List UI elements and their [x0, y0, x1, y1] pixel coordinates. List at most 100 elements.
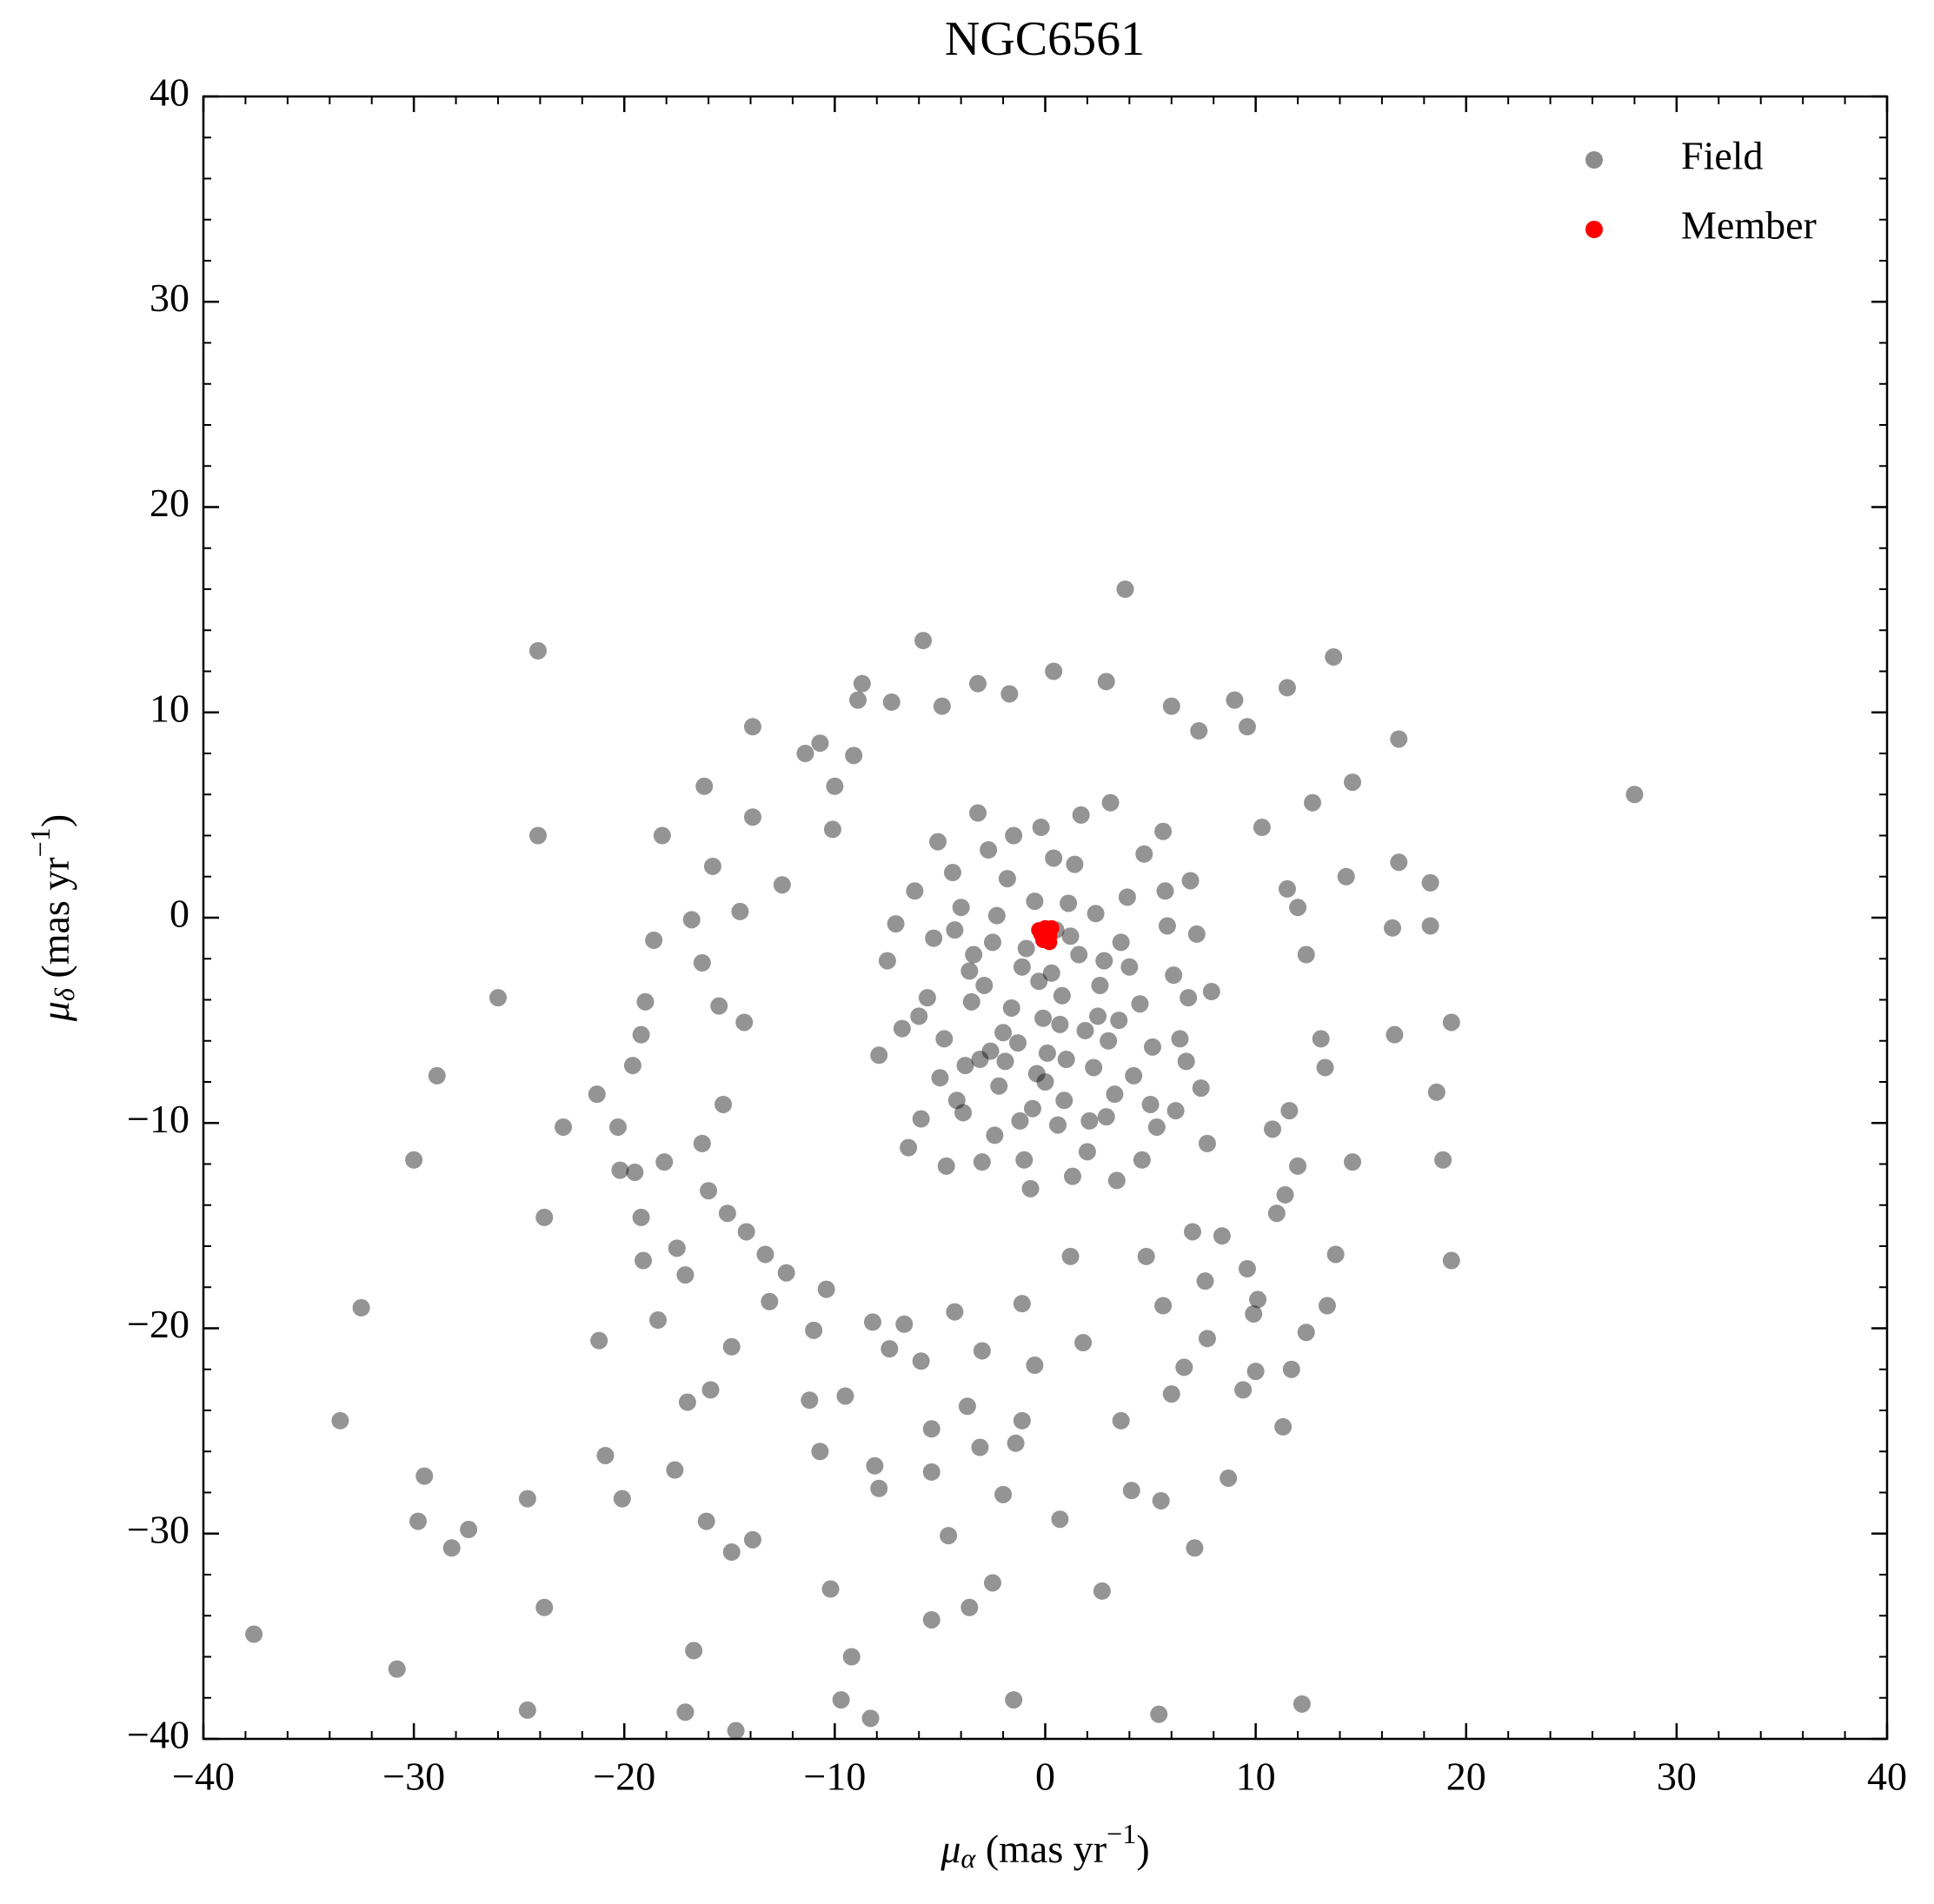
point — [1076, 1021, 1094, 1039]
point — [1278, 679, 1296, 697]
point — [983, 1574, 1001, 1592]
point — [882, 693, 901, 711]
y-axis-label-part: ) — [33, 814, 77, 827]
point — [1021, 1179, 1040, 1197]
point — [682, 911, 701, 929]
point — [415, 1467, 434, 1485]
x-tick-label: 30 — [1657, 1755, 1697, 1799]
y-tick-label: −30 — [127, 1507, 189, 1551]
point — [981, 1042, 1000, 1060]
x-tick-label: 40 — [1867, 1755, 1907, 1799]
point — [1002, 998, 1020, 1017]
point — [555, 1118, 573, 1136]
point — [1112, 933, 1130, 952]
point — [1253, 819, 1271, 837]
point — [1030, 972, 1048, 991]
point — [937, 1157, 955, 1175]
point — [1213, 1227, 1231, 1245]
plot-area — [245, 580, 1644, 1740]
point — [933, 697, 951, 715]
point — [488, 989, 507, 1007]
point — [1106, 1085, 1124, 1104]
point — [1337, 867, 1355, 886]
point — [1192, 1079, 1210, 1098]
point — [1005, 1691, 1023, 1709]
point — [1289, 1157, 1307, 1175]
point — [1060, 894, 1078, 912]
point — [1097, 1108, 1115, 1126]
point — [1166, 1102, 1185, 1120]
point — [1141, 1095, 1160, 1113]
point — [678, 1393, 696, 1411]
point — [1061, 927, 1080, 945]
point — [1036, 1073, 1054, 1091]
point — [1344, 773, 1362, 792]
point — [1053, 986, 1071, 1005]
point — [836, 1387, 854, 1405]
point — [1093, 1582, 1111, 1600]
point — [1147, 1118, 1166, 1136]
point — [1245, 1304, 1263, 1323]
point — [895, 1315, 914, 1333]
point — [648, 1311, 667, 1330]
point — [632, 1208, 650, 1226]
point — [1023, 1099, 1041, 1118]
point — [735, 1013, 754, 1032]
point — [821, 1580, 840, 1598]
point — [1027, 1065, 1046, 1083]
y-axis-label-part: δ — [49, 987, 80, 1001]
point — [666, 1461, 684, 1479]
point — [1041, 934, 1058, 951]
point — [1154, 822, 1173, 840]
point — [676, 1703, 695, 1722]
point — [693, 1134, 711, 1152]
point — [969, 674, 987, 693]
point — [1156, 882, 1174, 900]
point — [1100, 1032, 1118, 1050]
point — [1049, 1116, 1067, 1134]
y-axis-label: μδ (mas yr−1) — [24, 814, 80, 1022]
point — [845, 746, 863, 765]
point — [1234, 1381, 1253, 1399]
point — [697, 1512, 715, 1530]
point — [1276, 1185, 1294, 1204]
point — [1031, 922, 1047, 939]
point — [914, 632, 933, 650]
x-tick-label: −30 — [382, 1755, 445, 1799]
point — [1297, 1324, 1315, 1342]
point — [994, 1485, 1013, 1503]
point — [1042, 964, 1060, 982]
point — [960, 962, 979, 980]
point — [645, 931, 663, 949]
point — [611, 1161, 629, 1179]
point — [700, 1182, 718, 1200]
point — [1055, 1091, 1073, 1110]
point — [998, 870, 1016, 888]
point — [1274, 1417, 1293, 1436]
point — [1312, 1030, 1330, 1048]
point — [388, 1660, 406, 1678]
x-axis-label-part: μ — [940, 1827, 960, 1871]
point — [1280, 1102, 1299, 1120]
point — [1625, 786, 1644, 804]
point — [653, 826, 671, 845]
point — [1293, 1695, 1311, 1713]
point — [1072, 806, 1090, 824]
point — [1051, 1510, 1069, 1529]
x-tick-label: 20 — [1446, 1755, 1486, 1799]
point — [1442, 1251, 1460, 1270]
point — [1091, 976, 1109, 994]
point — [409, 1512, 427, 1530]
point — [912, 1352, 930, 1370]
point — [626, 1163, 644, 1181]
point — [832, 1691, 850, 1709]
point — [1326, 1245, 1345, 1264]
point — [1085, 1058, 1103, 1077]
point — [805, 1321, 823, 1339]
x-tick-label: 10 — [1236, 1755, 1276, 1799]
point — [1125, 1066, 1143, 1085]
point — [1011, 1111, 1029, 1130]
point — [1026, 1357, 1044, 1375]
point — [1171, 1030, 1189, 1048]
